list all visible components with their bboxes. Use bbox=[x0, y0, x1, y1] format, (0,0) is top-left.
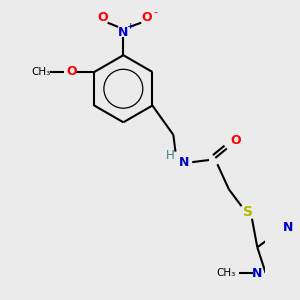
Text: N: N bbox=[118, 26, 128, 39]
Text: O: O bbox=[141, 11, 152, 24]
Text: -: - bbox=[154, 7, 158, 17]
Text: N: N bbox=[252, 266, 262, 280]
Text: H: H bbox=[166, 149, 175, 162]
Text: +: + bbox=[126, 22, 134, 32]
Text: N: N bbox=[179, 156, 189, 169]
Text: CH₃: CH₃ bbox=[216, 268, 236, 278]
Text: N: N bbox=[282, 220, 293, 234]
Text: S: S bbox=[243, 206, 253, 219]
Text: CH₃: CH₃ bbox=[31, 67, 50, 77]
Text: O: O bbox=[97, 11, 108, 24]
Text: O: O bbox=[66, 65, 76, 79]
Text: O: O bbox=[230, 134, 241, 147]
